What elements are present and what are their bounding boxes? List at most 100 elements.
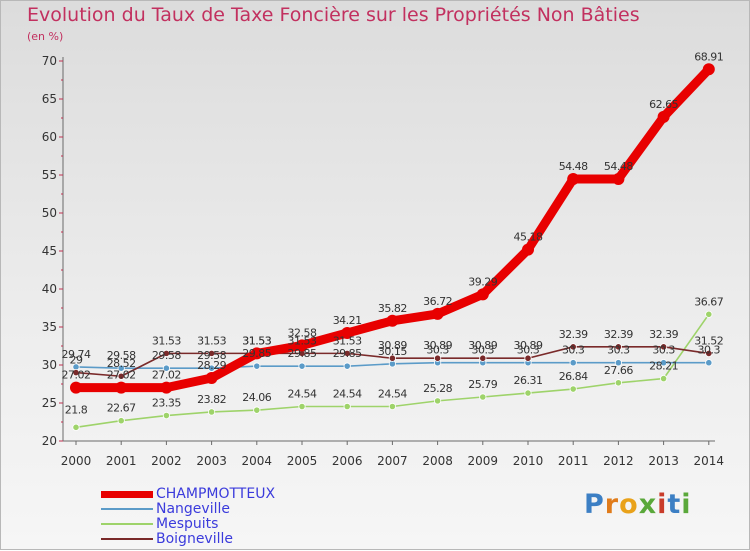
data-point-nangeville: [659, 359, 668, 367]
data-point-nangeville: [614, 359, 623, 367]
data-point-nangeville: [705, 359, 713, 367]
data-label-boigneville: 31.53: [197, 334, 226, 347]
x-tick-label: 2011: [558, 454, 589, 468]
legend-label: Boigneville: [156, 531, 233, 547]
data-label-champmotteux: 54.48: [604, 160, 633, 173]
data-point-champmotteux: [567, 172, 580, 185]
x-tick-label: 2000: [61, 454, 92, 468]
data-label-nangeville: 29.58: [107, 349, 136, 362]
x-tick-label: 2002: [151, 454, 182, 468]
data-point-nangeville: [253, 362, 261, 370]
data-label-champmotteux: 36.72: [423, 295, 452, 308]
data-point-boigneville: [343, 349, 351, 357]
data-label-boigneville: 30.89: [423, 339, 452, 352]
data-point-boigneville: [72, 368, 80, 377]
data-label-boigneville: 28.52: [107, 357, 136, 370]
data-point-mespuits: [162, 411, 170, 420]
x-tick-label: 2009: [468, 454, 499, 468]
data-label-nangeville: 29.85: [333, 347, 362, 360]
data-label-nangeville: 29.58: [152, 349, 181, 362]
data-label-boigneville: 29: [70, 354, 83, 367]
x-tick-label: 2003: [196, 454, 227, 468]
data-label-mespuits: 25.28: [423, 382, 452, 395]
x-tick-label: 2008: [422, 454, 453, 468]
data-label-mespuits: 22.67: [107, 402, 136, 415]
data-point-nangeville: [117, 364, 125, 372]
legend-label: Nangeville: [156, 501, 230, 517]
data-label-mespuits: 26.84: [559, 370, 588, 383]
data-point-mespuits: [479, 393, 487, 401]
data-label-nangeville: 29.74: [62, 348, 91, 361]
data-point-nangeville: [343, 362, 351, 370]
data-label-mespuits: 27.66: [604, 364, 633, 377]
y-tick-label: 55: [42, 168, 57, 182]
legend-item-champmotteux[interactable]: CHAMPMOTTEUX: [101, 486, 276, 502]
data-label-champmotteux: 31.53: [242, 334, 271, 347]
legend-item-boigneville[interactable]: Boigneville: [101, 531, 233, 547]
x-tick-label: 2010: [513, 454, 544, 468]
data-point-boigneville: [659, 343, 668, 351]
data-label-mespuits: 21.8: [65, 403, 88, 416]
data-point-mespuits: [705, 310, 713, 318]
data-label-mespuits: 36.67: [694, 295, 723, 308]
data-label-boigneville: 32.39: [649, 328, 678, 341]
data-label-mespuits: 23.82: [197, 393, 226, 406]
x-tick-label: 2007: [377, 454, 408, 468]
legend-item-mespuits[interactable]: Mespuits: [101, 516, 218, 532]
data-point-champmotteux: [612, 172, 625, 185]
y-tick-label: 30: [42, 358, 57, 372]
data-point-nangeville: [208, 364, 216, 372]
y-tick-label: 20: [42, 434, 57, 448]
data-label-boigneville: 31.53: [333, 334, 362, 347]
data-label-champmotteux: 39.29: [468, 275, 497, 288]
data-point-nangeville: [162, 364, 170, 372]
data-point-champmotteux: [296, 339, 308, 352]
data-label-champmotteux: 45.18: [514, 231, 543, 244]
data-point-mespuits: [524, 389, 532, 397]
data-point-nangeville: [569, 359, 577, 367]
data-label-nangeville: 30.3: [652, 344, 675, 357]
data-label-boigneville: 31.52: [694, 334, 723, 347]
data-point-boigneville: [162, 349, 170, 357]
legend-label: CHAMPMOTTEUX: [156, 486, 276, 502]
data-label-champmotteux: 34.21: [333, 314, 362, 327]
legend-item-nangeville[interactable]: Nangeville: [101, 501, 230, 517]
data-label-boigneville: 30.89: [514, 339, 543, 352]
legend-swatch-boigneville: [101, 538, 153, 540]
y-tick-label: 40: [42, 282, 57, 296]
data-point-mespuits: [388, 402, 396, 411]
data-point-champmotteux: [205, 371, 218, 384]
data-label-mespuits: 24.54: [288, 387, 317, 400]
legend-swatch-mespuits: [101, 523, 153, 525]
data-label-nangeville: 30.3: [426, 344, 449, 357]
data-point-boigneville: [524, 354, 532, 362]
data-label-mespuits: 26.31: [514, 374, 543, 387]
data-point-boigneville: [208, 349, 216, 357]
data-label-mespuits: 23.35: [152, 397, 181, 410]
chart-title: Evolution du Taux de Taxe Foncière sur l…: [27, 4, 640, 26]
y-tick-label: 45: [42, 244, 57, 258]
data-label-champmotteux: 27.02: [107, 369, 136, 382]
data-label-nangeville: 30.3: [562, 344, 585, 357]
x-tick-label: 2006: [332, 454, 363, 468]
data-label-nangeville: 29.58: [197, 349, 226, 362]
data-label-boigneville: 32.39: [604, 328, 633, 341]
data-point-champmotteux: [341, 327, 354, 340]
data-label-nangeville: 30.3: [698, 344, 721, 357]
data-label-mespuits: 28.21: [649, 360, 678, 373]
x-tick-label: 2013: [648, 454, 679, 468]
data-point-boigneville: [569, 343, 577, 351]
data-label-champmotteux: 62.65: [649, 98, 678, 111]
x-tick-label: 2005: [287, 454, 318, 468]
y-tick-label: 60: [42, 130, 57, 144]
data-label-champmotteux: 27.02: [62, 369, 91, 382]
y-tick-label: 35: [42, 320, 57, 334]
x-tick-label: 2001: [106, 454, 137, 468]
data-label-nangeville: 29.85: [288, 347, 317, 360]
data-point-champmotteux: [431, 307, 444, 320]
data-point-champmotteux: [702, 63, 715, 76]
data-label-nangeville: 30.3: [607, 344, 630, 357]
data-point-mespuits: [208, 408, 216, 416]
data-label-boigneville: 30.89: [378, 339, 407, 352]
